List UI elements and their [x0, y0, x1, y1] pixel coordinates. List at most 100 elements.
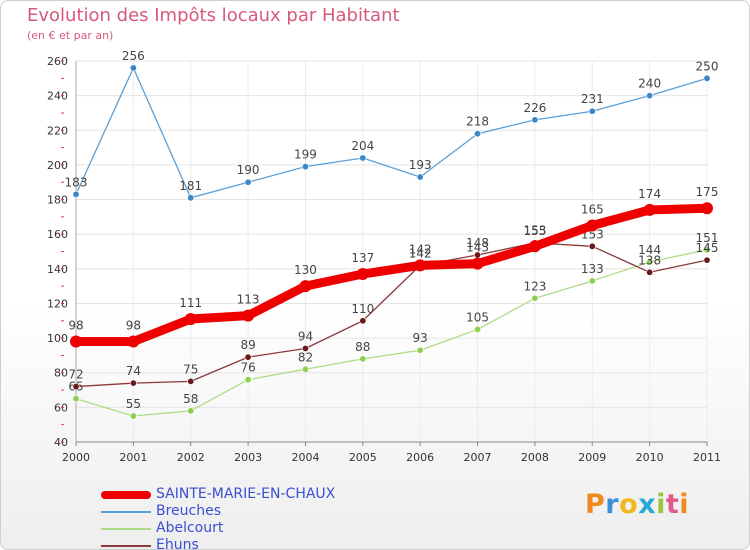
x-tick-label: 2000 [62, 451, 90, 464]
data-label-ehuns: 145 [696, 241, 719, 255]
chart-subtitle: (en € et par an) [27, 29, 114, 42]
data-point-breuches [129, 64, 137, 72]
logo-letter: o [619, 489, 639, 520]
data-label-abelcourt: 88 [355, 340, 370, 354]
data-label-breuches: 204 [351, 139, 374, 153]
y-tick-label: 140 [47, 263, 68, 276]
data-point-ehuns [72, 383, 80, 391]
data-point-abelcourt [129, 412, 137, 420]
data-point-sainte-marie-en-chaux [528, 240, 541, 253]
data-point-sainte-marie-en-chaux [471, 257, 484, 270]
x-tick-label: 2001 [119, 451, 147, 464]
data-point-sainte-marie-en-chaux [299, 280, 312, 293]
data-point-breuches [474, 130, 482, 138]
data-label-sainte-marie-en-chaux: 174 [638, 187, 661, 201]
data-point-ehuns [244, 353, 252, 361]
data-label-breuches: 218 [466, 115, 489, 129]
data-point-sainte-marie-en-chaux [356, 268, 369, 281]
data-point-abelcourt [72, 395, 80, 403]
data-label-breuches: 183 [65, 175, 88, 189]
logo-letter: t [665, 489, 680, 520]
data-label-breuches: 226 [523, 101, 546, 115]
data-label-breuches: 181 [179, 179, 202, 193]
y-tick-label: 160 [47, 228, 68, 241]
x-tick-label: 2010 [636, 451, 664, 464]
data-label-sainte-marie-en-chaux: 98 [126, 319, 141, 333]
legend-label: SAINTE-MARIE-EN-CHAUX [156, 486, 336, 502]
data-label-abelcourt: 151 [696, 231, 719, 245]
data-point-breuches [646, 92, 654, 100]
data-label-ehuns: 74 [126, 364, 141, 378]
data-point-sainte-marie-en-chaux [643, 203, 656, 216]
x-tick-label: 2011 [693, 451, 721, 464]
y-tick-label: 120 [47, 297, 68, 310]
data-label-sainte-marie-en-chaux: 113 [237, 293, 260, 307]
data-point-ehuns [646, 268, 654, 276]
proxiti-logo: Proxiti [585, 489, 689, 520]
data-point-abelcourt [416, 346, 424, 354]
data-label-ehuns: 142 [409, 246, 432, 260]
logo-letter: P [585, 489, 606, 520]
data-point-sainte-marie-en-chaux [586, 219, 599, 232]
data-point-abelcourt [474, 325, 482, 333]
y-tick-label: 220 [47, 124, 68, 137]
logo-letter: x [638, 489, 657, 520]
data-label-sainte-marie-en-chaux: 153 [523, 223, 546, 237]
data-label-breuches: 256 [122, 49, 145, 63]
data-point-breuches [703, 74, 711, 82]
data-label-breuches: 231 [581, 92, 604, 106]
x-tick-label: 2006 [406, 451, 434, 464]
data-label-ehuns: 110 [351, 302, 374, 316]
legend-label: Abelcourt [156, 520, 224, 536]
data-label-abelcourt: 123 [523, 279, 546, 293]
data-label-sainte-marie-en-chaux: 137 [351, 251, 374, 265]
data-point-abelcourt [187, 407, 195, 415]
y-tick-label: 260 [47, 55, 68, 68]
legend-swatch [101, 528, 151, 530]
data-label-breuches: 250 [696, 59, 719, 73]
data-label-sainte-marie-en-chaux: 143 [466, 241, 489, 255]
data-label-sainte-marie-en-chaux: 165 [581, 203, 604, 217]
x-tick-label: 2005 [349, 451, 377, 464]
series-line-breuches [75, 67, 708, 199]
data-point-sainte-marie-en-chaux [70, 335, 82, 348]
data-point-breuches [301, 163, 309, 171]
data-point-sainte-marie-en-chaux [701, 202, 713, 215]
series-line-sainte-marie-en-chaux [71, 203, 712, 347]
data-label-abelcourt: 55 [126, 397, 141, 411]
data-point-ehuns [588, 242, 596, 250]
data-label-abelcourt: 76 [240, 361, 255, 375]
data-point-breuches [588, 107, 596, 115]
data-label-breuches: 193 [409, 158, 432, 172]
data-label-abelcourt: 133 [581, 262, 604, 276]
data-point-abelcourt [703, 246, 711, 254]
data-label-sainte-marie-en-chaux: 130 [294, 263, 317, 277]
logo-letter: i [679, 489, 690, 520]
x-tick-label: 2009 [578, 451, 606, 464]
x-tick-label: 2002 [177, 451, 205, 464]
legend-swatch [101, 491, 151, 499]
x-tick-label: 2003 [234, 451, 262, 464]
legend-swatch [101, 545, 151, 547]
data-point-ehuns [129, 379, 137, 387]
data-point-sainte-marie-en-chaux [242, 309, 255, 322]
logo-letter: i [656, 489, 666, 520]
data-label-abelcourt: 58 [183, 392, 198, 406]
legend-label: Breuches [156, 503, 222, 519]
chart-title: Evolution des Impôts locaux par Habitant [27, 5, 400, 26]
data-label-ehuns: 75 [183, 362, 198, 376]
logo-letter: r [605, 489, 620, 520]
y-tick-label: 180 [47, 194, 68, 207]
data-label-ehuns: 72 [68, 368, 83, 382]
data-point-breuches [531, 116, 539, 124]
data-point-abelcourt [646, 258, 654, 266]
data-point-ehuns [359, 317, 367, 325]
data-label-abelcourt: 105 [466, 310, 489, 324]
legend-label: Ehuns [156, 537, 199, 550]
data-point-ehuns [187, 377, 195, 385]
data-point-ehuns [301, 344, 309, 352]
data-point-sainte-marie-en-chaux [184, 313, 197, 326]
data-label-abelcourt: 144 [638, 243, 661, 257]
